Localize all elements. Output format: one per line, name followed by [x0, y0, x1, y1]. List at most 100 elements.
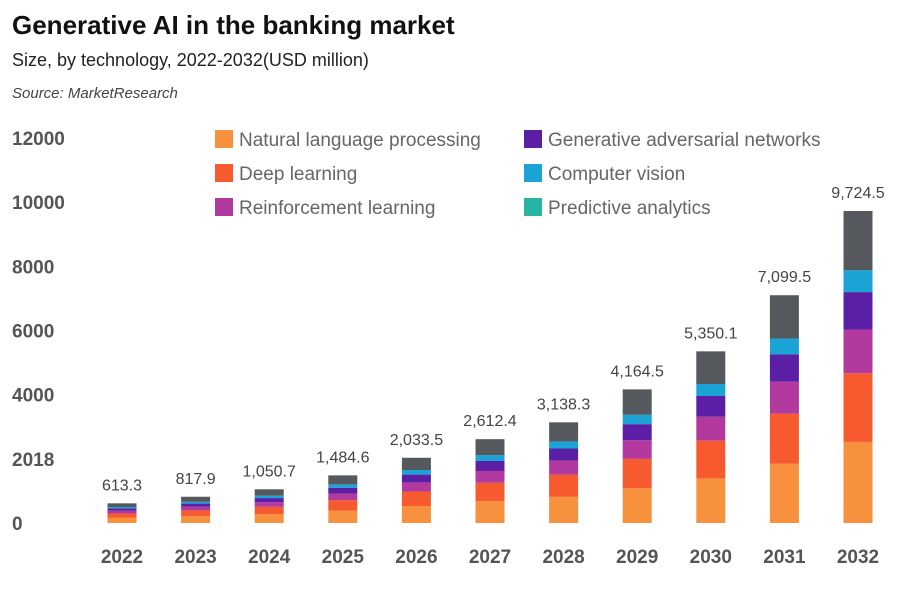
bar-segment — [181, 506, 211, 511]
bar-segment — [254, 498, 284, 503]
x-tick-label: 2027 — [469, 547, 511, 568]
y-tick-label: 2018 — [12, 450, 54, 471]
bar-total-label: 2,033.5 — [390, 432, 443, 449]
bar-total-label: 9,724.5 — [831, 185, 884, 202]
bar-segment — [696, 351, 726, 384]
y-tick-label: 4000 — [12, 386, 54, 407]
bar-segment — [107, 510, 137, 514]
bar-segment — [696, 440, 726, 479]
bar-segment — [549, 496, 579, 523]
x-axis: 2022 2023 2024 2025 2026 2027 2028 2029 2030 2031… — [101, 547, 879, 568]
bar-segment — [549, 422, 579, 442]
legend-swatch — [215, 164, 233, 182]
bar-segment — [475, 482, 505, 502]
y-tick-label: 10000 — [12, 193, 65, 214]
x-tick-label: 2026 — [395, 547, 437, 568]
legend-label: Natural language processing — [239, 130, 481, 151]
bar-segment — [401, 474, 431, 483]
bar-segment — [549, 441, 579, 449]
bar-segment — [401, 470, 431, 475]
bar-segment — [328, 487, 358, 494]
bar-segment — [843, 270, 873, 293]
chart-title: Generative AI in the banking market — [12, 10, 455, 40]
bar-segment — [549, 460, 579, 475]
x-tick-label: 2029 — [616, 547, 658, 568]
bar-total-label: 1,484.6 — [316, 449, 369, 466]
bar-total-label: 1,050.7 — [243, 463, 296, 480]
bar-segment — [475, 455, 505, 461]
legend-swatch — [215, 130, 233, 148]
legend-swatch — [524, 164, 542, 182]
bar-segment — [769, 463, 799, 523]
bar-segment — [769, 413, 799, 464]
bar-segment — [843, 329, 873, 374]
bar-segment — [475, 470, 505, 483]
bars-group: 613.3 817.9 1,050.7 1,484.6 2,033.5 2,612.4 3,… — [102, 185, 885, 523]
legend-label: Generative adversarial networks — [548, 130, 820, 151]
bar-segment — [769, 381, 799, 414]
bar-segment — [843, 373, 873, 442]
bar-segment — [696, 383, 726, 397]
bar-segment — [401, 491, 431, 506]
y-tick-label: 8000 — [12, 257, 54, 278]
bar-segment — [328, 484, 358, 488]
bar-segment — [843, 441, 873, 523]
bar-segment — [696, 416, 726, 441]
bar-segment — [181, 510, 211, 517]
bar-total-label: 2,612.4 — [463, 413, 516, 430]
x-tick-label: 2023 — [174, 547, 216, 568]
bar-segment — [107, 507, 137, 509]
bar-segment — [401, 505, 431, 523]
x-tick-label: 2032 — [837, 547, 879, 568]
bar-total-label: 3,138.3 — [537, 396, 590, 413]
bar-segment — [328, 475, 358, 485]
bar-segment — [107, 503, 137, 508]
bar-segment — [254, 514, 284, 523]
legend-label: Reinforcement learning — [239, 198, 435, 219]
y-tick-label: 12000 — [12, 129, 65, 150]
x-tick-label: 2031 — [763, 547, 806, 568]
bar-segment — [549, 448, 579, 461]
bar-segment — [475, 439, 505, 456]
bar-segment — [181, 516, 211, 523]
x-tick-label: 2028 — [542, 547, 584, 568]
legend: Natural language processing Deep learning… — [215, 130, 820, 219]
bar-segment — [254, 506, 284, 515]
bar-segment — [107, 517, 137, 523]
bar-total-label: 817.9 — [176, 471, 216, 488]
bar-segment — [769, 338, 799, 355]
legend-label: Deep learning — [239, 164, 357, 185]
bar-segment — [769, 295, 799, 339]
chart-subtitle: Size, by technology, 2022-2032(USD milli… — [12, 50, 369, 70]
legend-swatch — [524, 198, 542, 216]
x-tick-label: 2025 — [322, 547, 365, 568]
bar-segment — [328, 493, 358, 501]
chart-source: Source: MarketResearch — [12, 85, 178, 102]
bar-segment — [401, 457, 431, 471]
bar-segment — [622, 440, 652, 459]
y-tick-label: 6000 — [12, 322, 54, 343]
bar-segment — [107, 513, 137, 518]
bar-segment — [181, 496, 211, 502]
bar-segment — [843, 292, 873, 330]
x-tick-label: 2022 — [101, 547, 143, 568]
x-tick-label: 2024 — [248, 547, 291, 568]
bar-segment — [622, 414, 652, 425]
bar-segment — [328, 510, 358, 523]
legend-label: Computer vision — [548, 164, 685, 185]
bar-segment — [254, 495, 284, 499]
bar-segment — [181, 503, 211, 507]
bar-segment — [622, 389, 652, 415]
legend-swatch — [524, 130, 542, 148]
legend-swatch — [215, 198, 233, 216]
x-tick-label: 2030 — [690, 547, 732, 568]
bar-segment — [769, 354, 799, 382]
bar-total-label: 4,164.5 — [611, 363, 664, 380]
bar-segment — [696, 478, 726, 523]
bar-segment — [475, 460, 505, 471]
bar-segment — [622, 488, 652, 523]
bar-segment — [401, 482, 431, 492]
y-tick-label: 0 — [12, 514, 23, 535]
bar-segment — [475, 501, 505, 523]
